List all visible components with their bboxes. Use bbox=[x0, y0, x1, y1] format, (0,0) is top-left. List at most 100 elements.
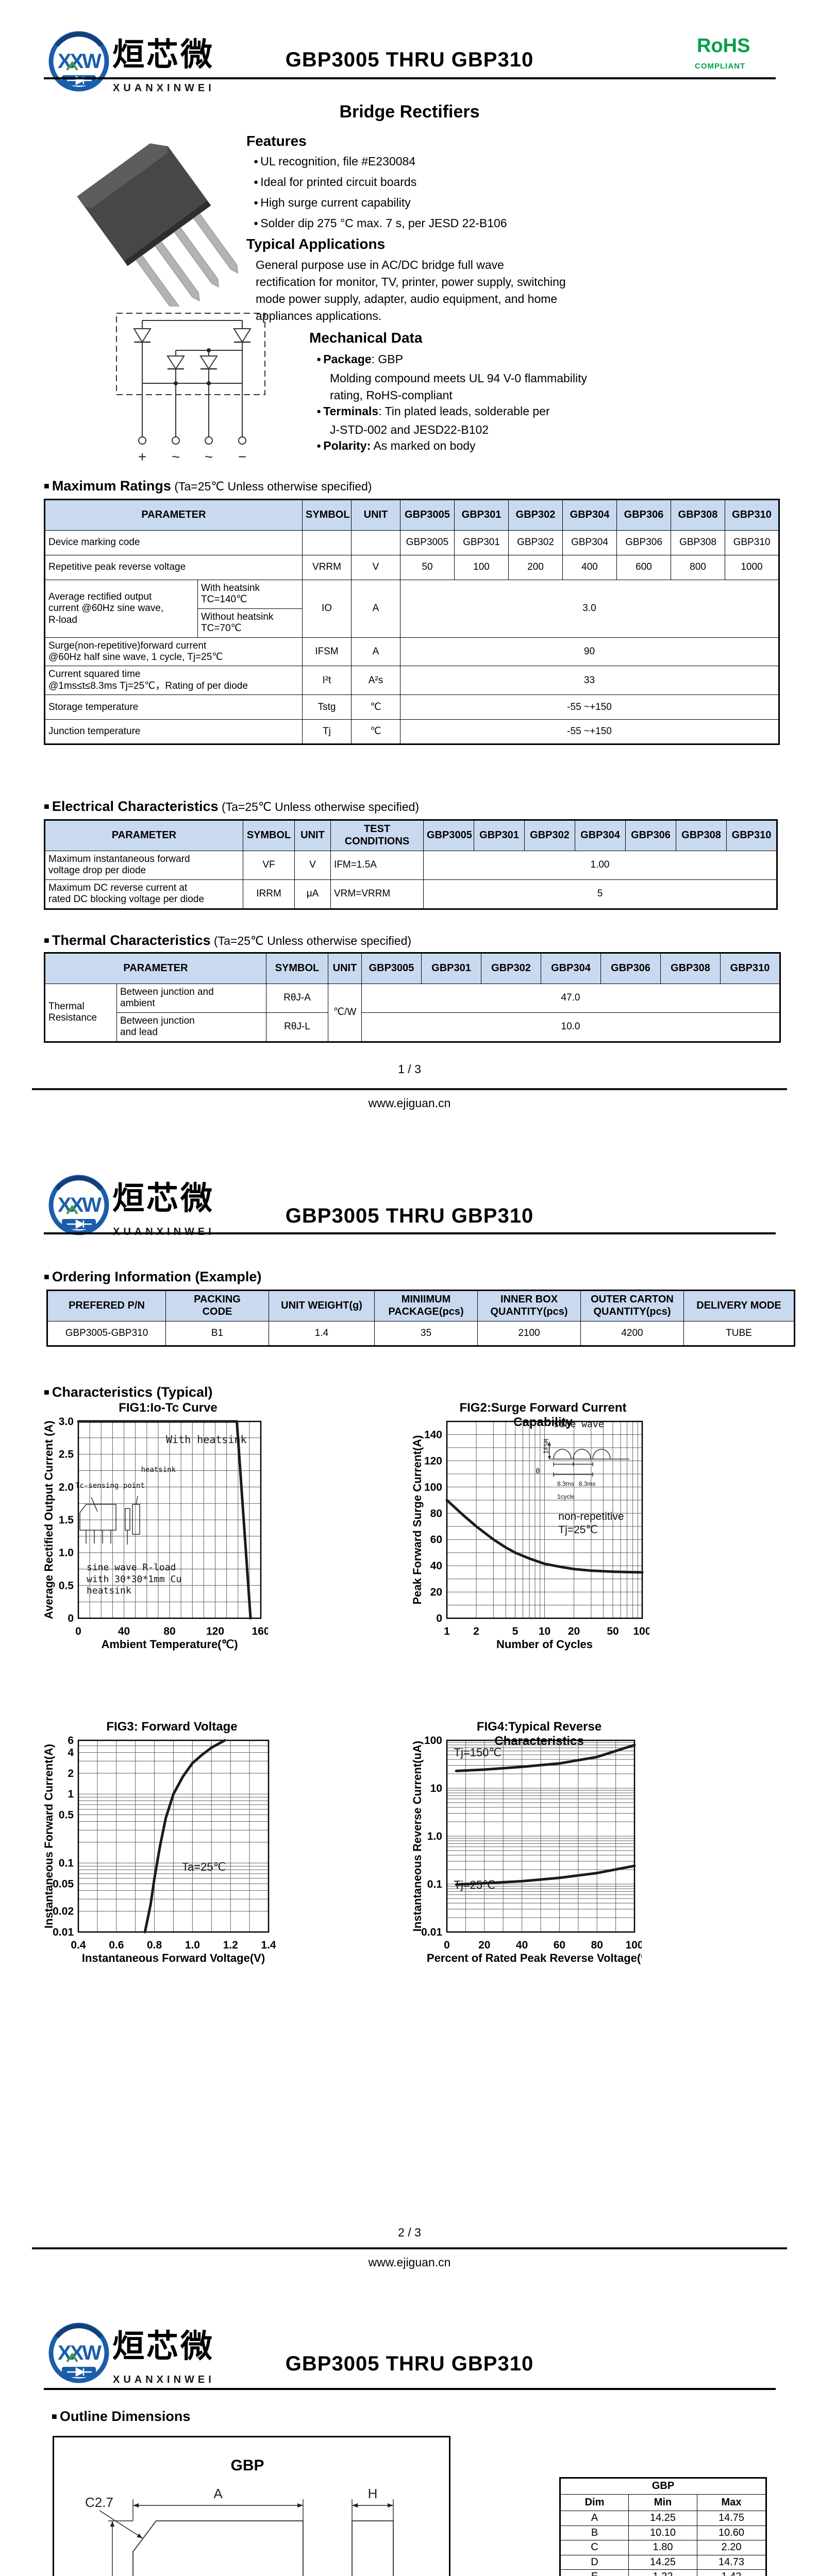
table-cell: Maximum instantaneous forward voltage dr… bbox=[44, 851, 243, 880]
svg-text:40: 40 bbox=[516, 1939, 528, 1951]
table-cell: Thermal Resistance bbox=[44, 984, 117, 1042]
svg-text:120: 120 bbox=[424, 1455, 442, 1467]
svg-text:40: 40 bbox=[430, 1560, 442, 1572]
table-cell: 35 bbox=[374, 1321, 478, 1346]
svg-text:0.01: 0.01 bbox=[53, 1926, 74, 1938]
table-cell: OUTER CARTON QUANTITY(pcs) bbox=[580, 1290, 684, 1321]
table-cell: PACKING CODE bbox=[165, 1290, 269, 1321]
chart-title: FIG4:Typical Reverse Characteristics bbox=[476, 1720, 602, 1748]
svg-text:60: 60 bbox=[554, 1939, 565, 1951]
mechanical-item: Terminals: Tin plated leads, solderable … bbox=[316, 404, 549, 418]
table-cell: 14.25 bbox=[628, 2511, 697, 2526]
svg-text:10: 10 bbox=[539, 1625, 550, 1637]
table-cell: GBP306 bbox=[616, 530, 671, 555]
mechanical-heading: Mechanical Data bbox=[309, 330, 423, 346]
feature-item: High surge current capability bbox=[254, 196, 410, 210]
dim-label-a: A bbox=[213, 2486, 223, 2501]
table-cell: 90 bbox=[400, 637, 779, 667]
header-rule bbox=[44, 2388, 776, 2390]
table-cell: RθJ-A bbox=[266, 984, 328, 1013]
svg-text:0.6: 0.6 bbox=[109, 1939, 124, 1951]
feature-item: Solder dip 275 °C max. 7 s, per JESD 22-… bbox=[254, 216, 507, 230]
table-cell: With heatsink TC=140℃ bbox=[197, 580, 303, 609]
svg-text:1.0: 1.0 bbox=[185, 1939, 200, 1951]
svg-text:Ambient Temperature(℃): Ambient Temperature(℃) bbox=[101, 1638, 238, 1651]
table-cell: GBP302 bbox=[481, 953, 541, 984]
table-cell: GBP3005 bbox=[400, 530, 455, 555]
dim-label-c27: C2.7 bbox=[85, 2495, 113, 2510]
table-cell: 800 bbox=[671, 555, 725, 580]
table-cell: GBP306 bbox=[600, 953, 661, 984]
rohs-compliant-label: COMPLIANT bbox=[695, 62, 746, 71]
brand-name-cn: 烜芯微 bbox=[112, 2329, 215, 2364]
table-cell: PARAMETER bbox=[44, 499, 303, 531]
table-cell: 400 bbox=[562, 555, 617, 580]
io-tc-curve-plot: 0 40 80 120 160 0 0.5 1.0 1.5 2.0 2.5 3.0 Ambient Te… bbox=[42, 1416, 270, 1651]
svg-text:0.5: 0.5 bbox=[59, 1580, 74, 1591]
chart-fig4: FIG4:Typical Reverse Characteristics 0 20… bbox=[410, 1720, 655, 1975]
feature-item: UL recognition, file #E230084 bbox=[254, 155, 415, 168]
chart-annotation: With heatsink bbox=[166, 1433, 247, 1446]
svg-text:Peak Forward Surge Current(A): Peak Forward Surge Current(A) bbox=[411, 1435, 424, 1605]
table-cell: GBP302 bbox=[508, 530, 563, 555]
footer-rule bbox=[32, 2247, 787, 2249]
features-heading: Features bbox=[246, 133, 307, 149]
characteristics-heading: Characteristics (Typical) bbox=[44, 1384, 213, 1400]
table-cell: Between junction and ambient bbox=[116, 984, 266, 1013]
svg-text:XXW: XXW bbox=[58, 50, 102, 73]
max-ratings-heading: Maximum Ratings (Ta=25℃ Unless otherwise… bbox=[44, 478, 372, 494]
page-title: GBP3005 THRU GBP310 bbox=[285, 2352, 534, 2375]
table-cell: B1 bbox=[165, 1321, 269, 1346]
svg-text:0.8: 0.8 bbox=[147, 1939, 162, 1951]
table-cell: GBP308 bbox=[676, 820, 727, 851]
svg-text:Average Rectified Output Curre: Average Rectified Output Current (A) bbox=[42, 1420, 55, 1619]
table-cell: GBP304 bbox=[562, 499, 617, 531]
mechanical-item-line: J-STD-002 and JESD22-B102 bbox=[330, 423, 489, 436]
page-number: 1 / 3 bbox=[398, 1062, 421, 1076]
table-cell: INNER BOX QUANTITY(pcs) bbox=[477, 1290, 581, 1321]
brand-name-cn: 烜芯微 bbox=[112, 1181, 215, 1216]
table-cell: Dim bbox=[560, 2494, 629, 2511]
svg-text:10: 10 bbox=[430, 1783, 442, 1794]
table-cell: GBP3005 bbox=[361, 953, 422, 984]
table-cell: Device marking code bbox=[44, 530, 303, 555]
svg-text:140: 140 bbox=[424, 1429, 442, 1441]
svg-text:0: 0 bbox=[436, 1613, 442, 1624]
chart-annotation: sine wave R-load with 30*30*1mm Cu heats… bbox=[87, 1562, 182, 1597]
table-cell: 1.00 bbox=[423, 851, 777, 880]
table-cell: Storage temperature bbox=[44, 694, 303, 720]
table-cell: PARAMETER bbox=[44, 820, 243, 851]
table-cell: Min bbox=[628, 2494, 697, 2511]
svg-text:100: 100 bbox=[424, 1735, 442, 1747]
table-cell: ℃ bbox=[351, 719, 400, 745]
svg-text:20: 20 bbox=[568, 1625, 580, 1637]
table-cell: 14.75 bbox=[696, 2511, 767, 2526]
table-cell: Repetitive peak reverse voltage bbox=[44, 555, 303, 580]
table-cell: A bbox=[351, 637, 400, 667]
mechanical-item-line: Molding compound meets UL 94 V-0 flammab… bbox=[330, 371, 587, 385]
table-cell: GBP302 bbox=[508, 499, 563, 531]
fig2-sinewave-inset bbox=[548, 1441, 630, 1477]
page-1: XXW 烜芯微 XUANXINWEI GBP3005 THRU GBP310 R… bbox=[0, 0, 819, 1157]
svg-text:2.5: 2.5 bbox=[59, 1449, 74, 1461]
svg-text:0: 0 bbox=[75, 1625, 81, 1637]
table-cell: -55 ~+150 bbox=[400, 694, 779, 720]
svg-text:100: 100 bbox=[424, 1481, 442, 1493]
table-cell: 1000 bbox=[725, 555, 779, 580]
table-cell: Average rectified output current @60Hz s… bbox=[44, 580, 198, 638]
table-cell: 2.20 bbox=[696, 2540, 767, 2555]
svg-text:4: 4 bbox=[68, 1747, 74, 1759]
svg-text:1.0: 1.0 bbox=[59, 1547, 74, 1559]
table-cell: 10.10 bbox=[628, 2525, 697, 2541]
brand-name-en: XUANXINWEI bbox=[113, 1226, 215, 1238]
ordering-heading: Ordering Information (Example) bbox=[44, 1269, 262, 1285]
brand-name-en: XUANXINWEI bbox=[113, 82, 215, 94]
surge-current-plot: 1 2 5 10 20 50 100 0 20 40 60 80 100 120 140 Number of … bbox=[411, 1420, 651, 1651]
table-cell: 1.80 bbox=[628, 2540, 697, 2555]
table-cell: GBP310 bbox=[720, 953, 780, 984]
applications-text: General purpose use in AC/DC bridge full… bbox=[256, 258, 566, 323]
chart-fig3: FIG3: Forward Voltage 0.4 0.6 0.8 1.0 1.2 1.4… bbox=[41, 1720, 276, 1975]
